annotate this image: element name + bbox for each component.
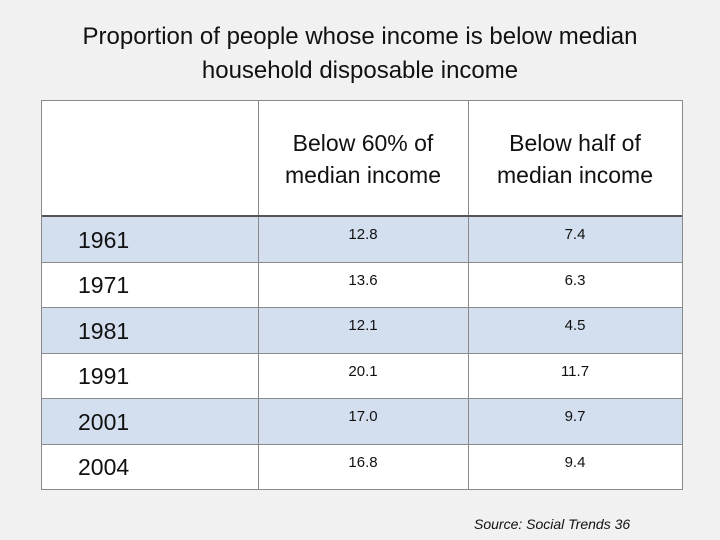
source-note: Source: Social Trends 36 [474,516,631,532]
row-divider [42,443,682,445]
row-year-label: 2001 [78,408,130,435]
column-header-below-half-line-2: median income [497,161,653,188]
chart-title-line-2: household disposable income [201,57,519,84]
column-header-below-60-line-2: median income [285,161,441,188]
cell-below-half: 9.7 [564,408,586,425]
header-divider [42,215,682,217]
row-year-label: 1991 [78,363,130,389]
row-year-label: 2004 [78,454,130,480]
cell-below-60: 17.0 [348,408,378,425]
data-table: Below 60% of median income Below half of… [41,100,683,490]
cell-below-60: 16.8 [348,453,378,471]
cell-below-half: 9.4 [564,453,586,471]
cell-below-half: 6.3 [564,271,586,289]
cell-below-half: 11.7 [560,362,590,380]
cell-below-half: 4.5 [564,317,586,334]
cell-below-60: 12.8 [348,226,378,243]
chart-title: Proportion of people whose income is bel… [30,20,690,88]
row-year-label: 1981 [78,317,130,344]
row-year-label: 1961 [78,226,130,253]
cell-below-60: 13.6 [348,271,378,289]
column-header-below-60: Below 60% of median income [258,101,468,216]
column-header-below-half: Below half of median income [468,101,682,216]
row-band [42,307,682,353]
row-divider [42,352,682,354]
chart-title-line-1: Proportion of people whose income is bel… [82,23,638,50]
cell-below-60: 20.1 [348,362,378,380]
column-header-below-60-line-1: Below 60% of [292,129,434,156]
row-divider [42,398,682,399]
column-divider [468,101,469,489]
column-divider [258,101,259,489]
row-band [42,216,682,262]
cell-below-60: 12.1 [348,317,378,334]
row-band [42,398,682,444]
column-header-below-half-line-1: Below half of [509,129,641,156]
cell-below-half: 7.4 [564,226,586,243]
row-divider [42,307,682,308]
row-year-label: 1971 [78,272,130,298]
row-divider [42,261,682,263]
